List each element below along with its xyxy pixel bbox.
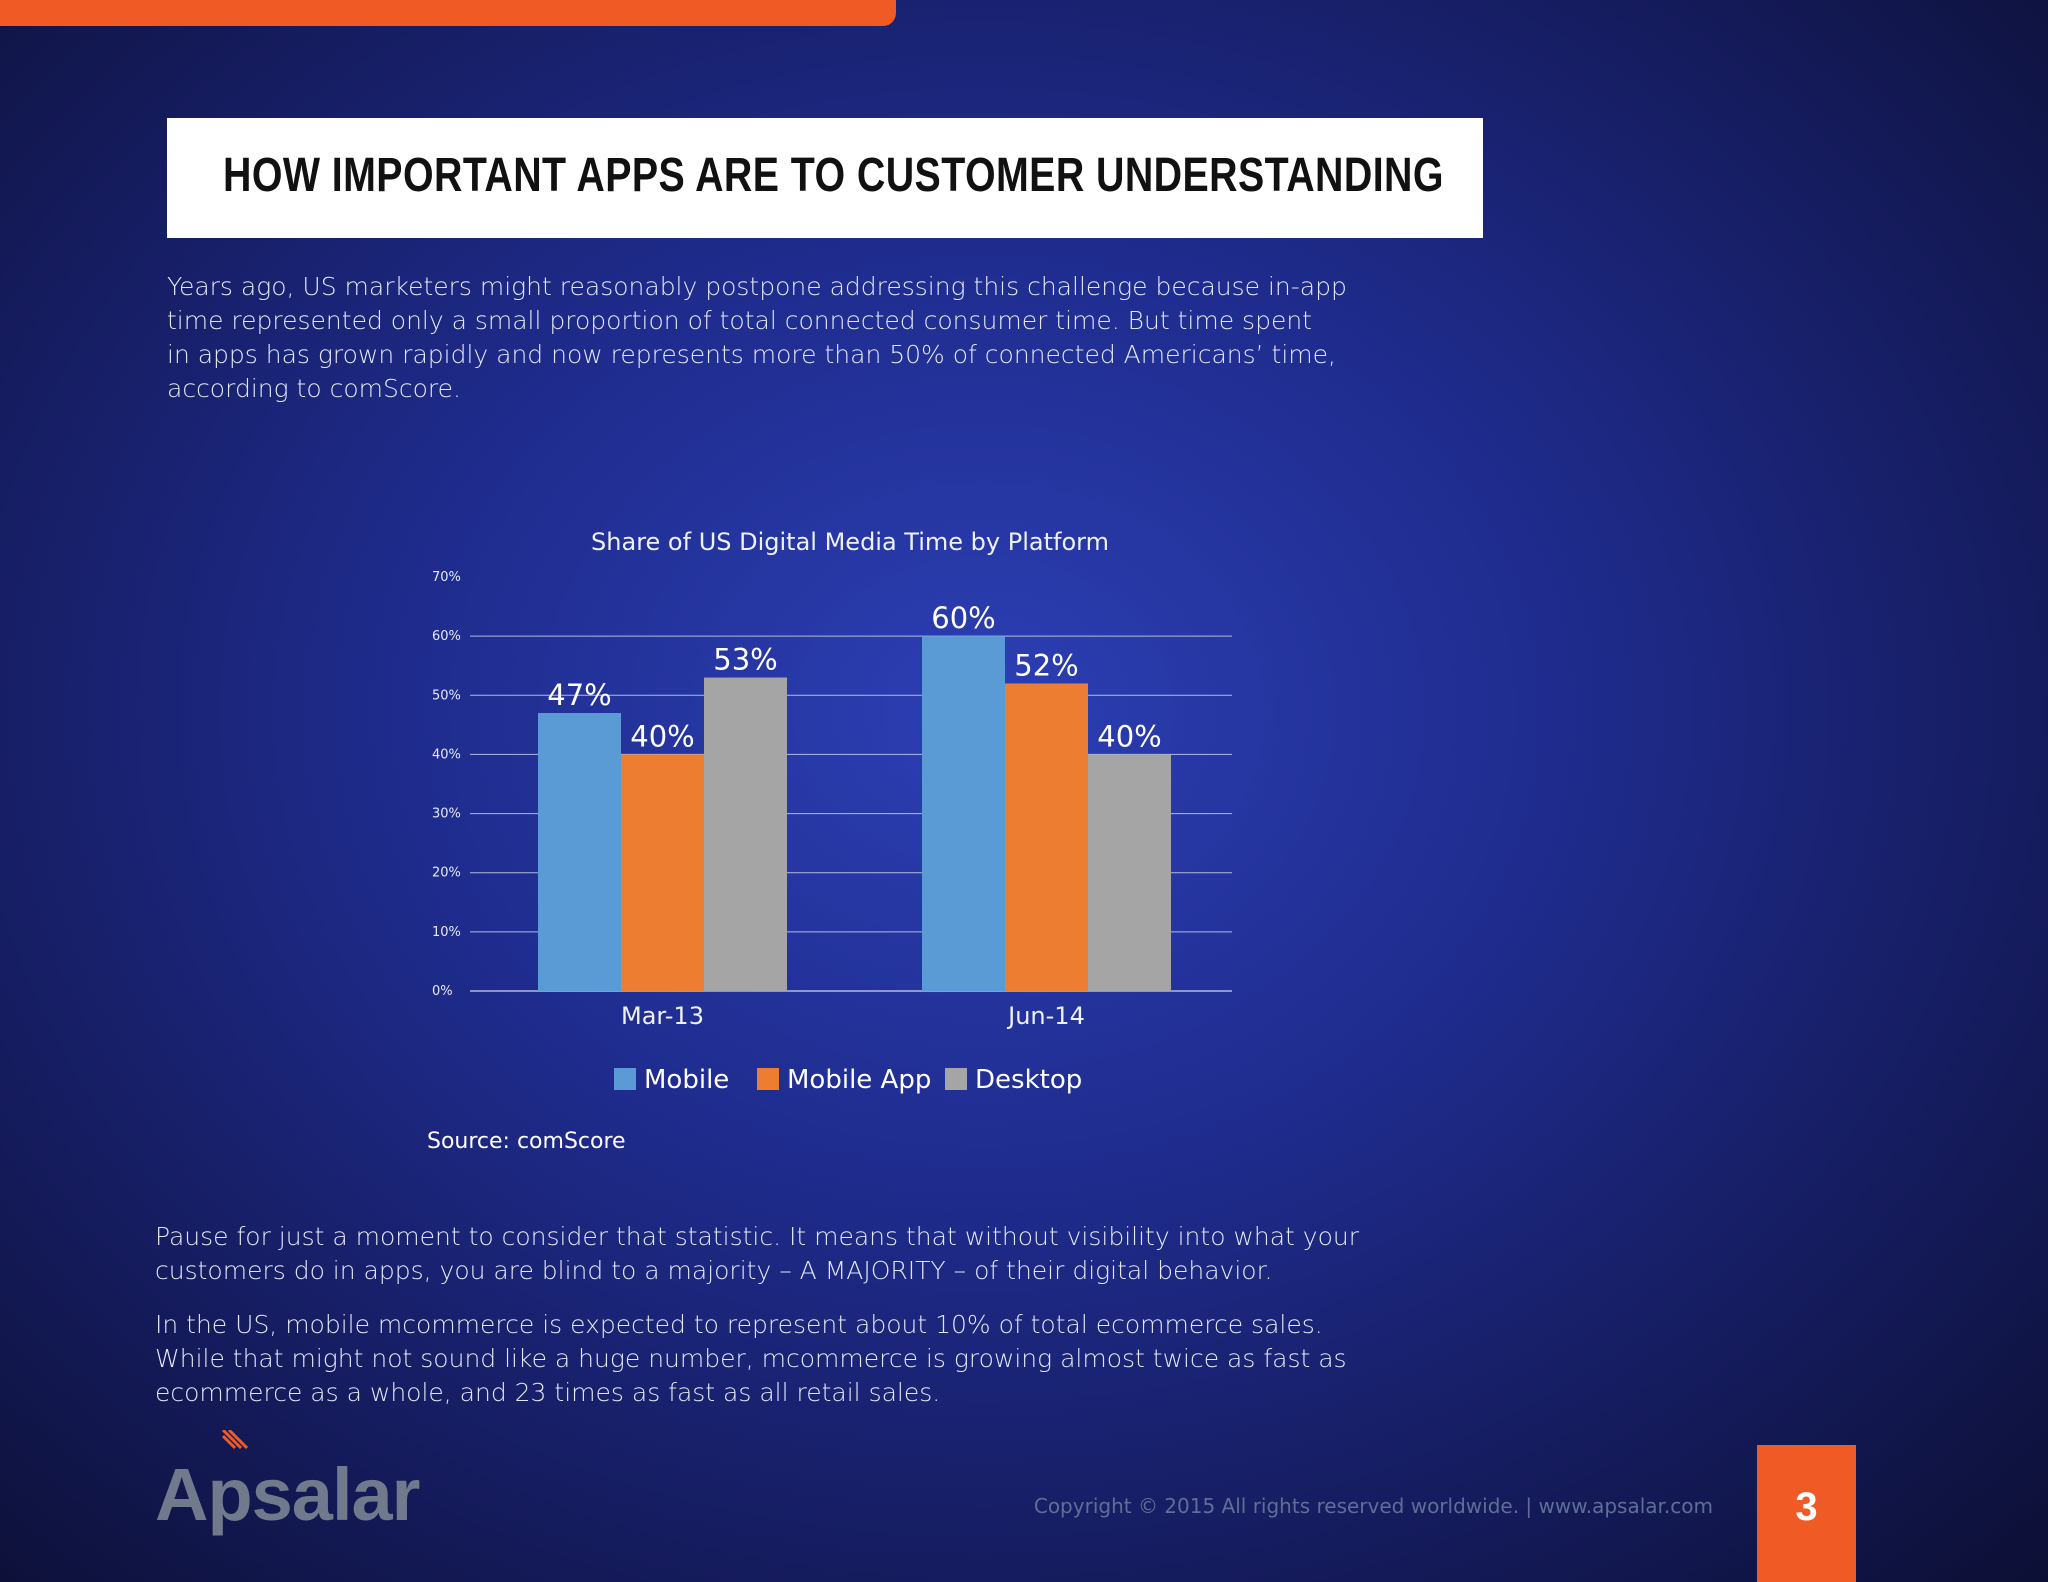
data-label: 60% (931, 601, 995, 635)
legend-label: Mobile (644, 1065, 729, 1095)
intro-paragraph: Years ago, US marketers might reasonably… (167, 272, 1347, 403)
page-number: 3 (1795, 1485, 1818, 1529)
logo-text: Apsalar (155, 1453, 420, 1536)
logo-mark-icon (221, 1430, 249, 1450)
legend-swatch (757, 1068, 779, 1090)
y-tick-label: 30% (432, 807, 461, 822)
page-title: HOW IMPORTANT APPS ARE TO CUSTOMER UNDER… (223, 149, 1444, 202)
apsalar-logo: Apsalar (155, 1430, 475, 1540)
page-number-badge: 3 (1757, 1445, 1856, 1582)
x-category-label: Jun-14 (1006, 1002, 1085, 1030)
bar-mobile-mar-13 (538, 713, 621, 991)
y-tick-label: 50% (432, 688, 461, 703)
y-tick-label: 10% (432, 925, 461, 940)
y-tick-label: 60% (432, 629, 461, 644)
bar-mobile-app-mar-13 (621, 754, 704, 991)
chart-source: Source: comScore (427, 1129, 626, 1154)
legend-label: Mobile App (787, 1065, 931, 1095)
bar-chart: Share of US Digital Media Time by Platfo… (427, 528, 1232, 1154)
y-tick-label: 40% (432, 747, 461, 762)
bar-mobile-app-jun-14 (1005, 683, 1088, 991)
data-label: 40% (630, 719, 694, 753)
bar-mobile-jun-14 (922, 636, 1005, 991)
statistic-paragraph: Pause for just a moment to consider that… (155, 1222, 1360, 1285)
data-label: 47% (547, 678, 611, 712)
bar-desktop-jun-14 (1088, 754, 1171, 991)
top-accent-bar (0, 0, 896, 26)
bar-desktop-mar-13 (704, 677, 787, 991)
mcommerce-paragraph: In the US, mobile mcommerce is expected … (155, 1310, 1347, 1407)
legend-label: Desktop (975, 1065, 1082, 1095)
data-label: 52% (1014, 648, 1078, 682)
legend-swatch (945, 1068, 967, 1090)
data-label: 40% (1097, 719, 1161, 753)
chart-title: Share of US Digital Media Time by Platfo… (591, 528, 1109, 556)
y-tick-label: 0% (432, 984, 453, 999)
title-banner: HOW IMPORTANT APPS ARE TO CUSTOMER UNDER… (167, 118, 1483, 238)
chart-legend: Mobile Mobile App Desktop (614, 1065, 1082, 1095)
copyright-text: Copyright © 2015 All rights reserved wor… (1033, 1494, 1713, 1518)
y-tick-label: 20% (432, 866, 461, 881)
y-tick-label: 70% (432, 570, 461, 585)
data-label: 53% (713, 643, 777, 677)
legend-swatch (614, 1068, 636, 1090)
x-category-label: Mar-13 (621, 1002, 704, 1030)
